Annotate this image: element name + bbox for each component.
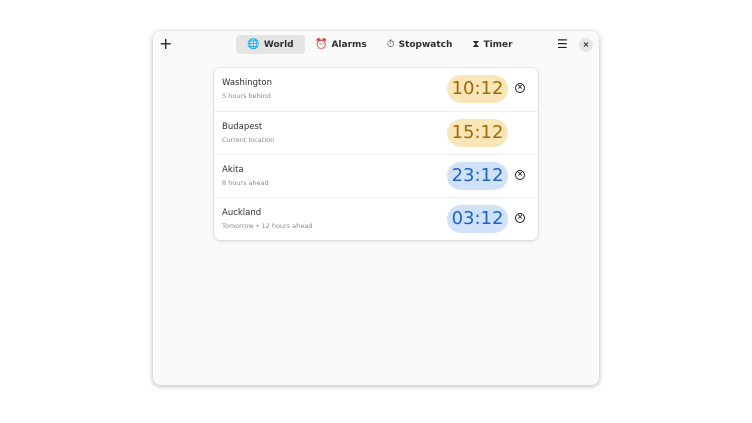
city-name: Washington [222, 78, 272, 88]
list-item[interactable]: Washington 5 hours behind 10:12 × [214, 68, 538, 111]
clock-time: 15:12 [447, 119, 508, 147]
clock-time: 03:12 [447, 205, 508, 233]
list-item[interactable]: Akita 8 hours ahead 23:12 × [214, 154, 538, 197]
list-item[interactable]: Auckland Tomorrow • 12 hours ahead 03:12… [214, 197, 538, 240]
city-name: Akita [222, 165, 244, 175]
clock-time: 10:12 [447, 75, 508, 103]
tab-label: Stopwatch [398, 39, 453, 50]
remove-clock-button[interactable]: × [515, 83, 525, 93]
tab-label: World [263, 39, 294, 50]
time-offset: 5 hours behind [222, 92, 271, 100]
hourglass-icon: ⧗ [472, 39, 480, 50]
add-clock-button[interactable]: + [159, 34, 173, 53]
tab-world[interactable]: 🌐 World [236, 35, 305, 54]
time-offset: 8 hours ahead [222, 179, 269, 187]
remove-clock-button[interactable]: × [515, 170, 525, 180]
main-menu-button[interactable]: ☰ [557, 37, 568, 51]
time-offset: Current location [222, 136, 275, 144]
city-name: Budapest [222, 122, 263, 132]
tab-timer[interactable]: ⧗ Timer [462, 35, 522, 54]
tab-alarms[interactable]: ⏰ Alarms [305, 35, 377, 54]
clock-time: 23:12 [447, 162, 508, 190]
time-offset: Tomorrow • 12 hours ahead [222, 222, 313, 230]
view-switcher: 🌐 World ⏰ Alarms ⏱ Stopwatch ⧗ Timer [236, 35, 523, 54]
header-bar: + 🌐 World ⏰ Alarms ⏱ Stopwatch ⧗ Timer ☰ × [153, 31, 599, 59]
world-clock-list: Washington 5 hours behind 10:12 × Budape… [214, 68, 538, 240]
globe-icon: 🌐 [247, 39, 260, 50]
remove-clock-button[interactable]: × [515, 213, 525, 223]
stopwatch-icon: ⏱ [386, 39, 395, 50]
tab-label: Alarms [331, 39, 367, 50]
tab-stopwatch[interactable]: ⏱ Stopwatch [377, 35, 463, 54]
tab-label: Timer [483, 39, 513, 50]
close-button[interactable]: × [579, 38, 593, 52]
city-name: Auckland [222, 208, 262, 218]
alarm-clock-icon: ⏰ [315, 39, 328, 50]
list-item[interactable]: Budapest Current location 15:12 [214, 111, 538, 154]
clocks-window: + 🌐 World ⏰ Alarms ⏱ Stopwatch ⧗ Timer ☰ × W… [153, 31, 599, 385]
